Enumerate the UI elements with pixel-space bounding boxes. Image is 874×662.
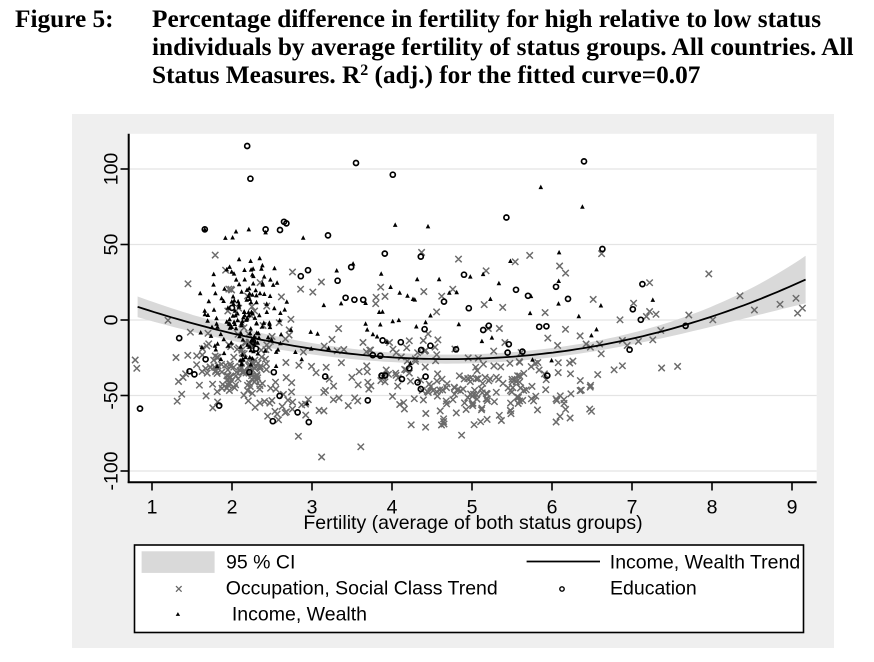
svg-text:95 % CI: 95 % CI xyxy=(226,552,295,574)
svg-text:2: 2 xyxy=(227,497,238,519)
svg-text:7: 7 xyxy=(627,497,638,519)
svg-text:1: 1 xyxy=(147,497,158,519)
svg-text:0: 0 xyxy=(101,314,123,325)
svg-text:-100: -100 xyxy=(101,451,123,490)
svg-text:4: 4 xyxy=(387,497,398,519)
svg-text:Occupation, Social Class Trend: Occupation, Social Class Trend xyxy=(226,578,498,600)
svg-text:6: 6 xyxy=(547,497,558,519)
svg-text:100: 100 xyxy=(101,153,123,186)
svg-text:-50: -50 xyxy=(101,381,123,409)
svg-text:3: 3 xyxy=(307,497,318,519)
svg-text:5: 5 xyxy=(467,497,478,519)
svg-text:9: 9 xyxy=(787,497,798,519)
svg-text:Income, Wealth: Income, Wealth xyxy=(232,604,367,626)
svg-text:50: 50 xyxy=(101,234,123,256)
svg-text:8: 8 xyxy=(707,497,718,519)
svg-text:Education: Education xyxy=(610,578,697,600)
svg-text:Fertility (average of both sta: Fertility (average of both status groups… xyxy=(303,512,642,534)
svg-text:Income, Wealth Trend: Income, Wealth Trend xyxy=(610,552,800,574)
